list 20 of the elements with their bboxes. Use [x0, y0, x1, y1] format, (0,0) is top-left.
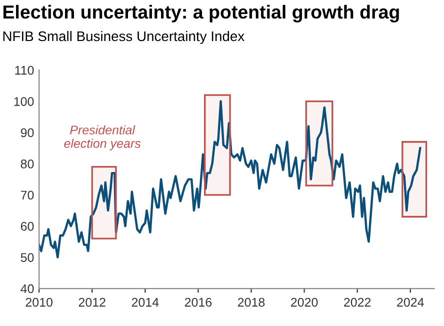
chart-subtitle: NFIB Small Business Uncertainty Index: [3, 30, 244, 44]
y-tick-label: 70: [20, 190, 34, 200]
line-series: [39, 100, 422, 258]
x-tick-label: 2014: [132, 298, 159, 307]
x-tick-label: 2010: [26, 298, 52, 307]
x-tick-label: 2018: [238, 298, 265, 307]
y-tick-label: 40: [20, 284, 34, 294]
x-tick-label: 2020: [291, 298, 318, 307]
y-tick-label: 50: [20, 253, 34, 262]
y-tick-label: 100: [14, 97, 34, 106]
x-tick-label: 2024: [397, 298, 424, 307]
chart-title: Election uncertainty: a potential growth drag: [3, 4, 399, 22]
x-tick-label: 2022: [344, 298, 371, 307]
annotation: Presidential election years: [64, 125, 141, 150]
y-tick-label: 60: [20, 222, 34, 231]
x-tick-label: 2016: [184, 298, 212, 307]
y-tick-label: 110: [15, 66, 34, 75]
y-tick-label: 90: [20, 128, 34, 138]
x-tick-label: 2012: [78, 298, 106, 307]
y-tick-label: 80: [20, 160, 34, 168]
